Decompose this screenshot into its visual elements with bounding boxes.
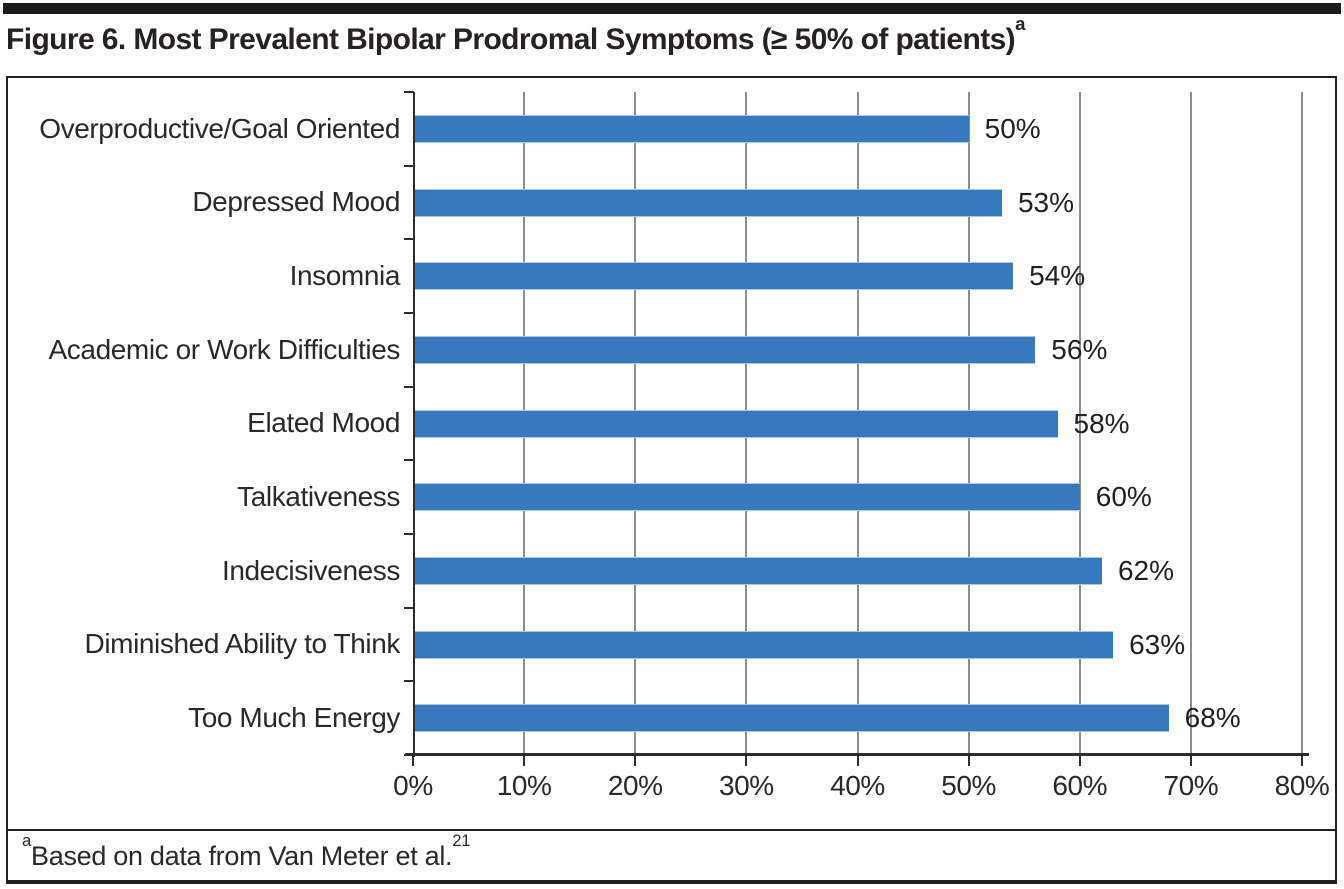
y-axis-tick (404, 312, 414, 314)
bar-elated-mood (415, 409, 1058, 438)
bar-too-much-energy (415, 704, 1169, 733)
plot-area: 50% 53% 54% 56% 58% 60% 62% 63% 68% (404, 91, 1309, 766)
x-axis-tick-0% (412, 753, 414, 766)
figure-title: Figure 6. Most Prevalent Bipolar Prodrom… (6, 13, 1336, 57)
x-axis-tick-70% (1189, 753, 1192, 766)
y-axis-tick (404, 91, 414, 93)
x-tick-label: 10% (496, 770, 552, 801)
footnote-reference-21: 21 (452, 831, 471, 851)
category-label: Indecisiveness (221, 554, 400, 586)
x-tick-label: 30% (718, 770, 774, 801)
x-axis-tick-80% (1301, 753, 1303, 766)
bar-value-label: 54% (1029, 260, 1086, 292)
figure-frame: 50% 53% 54% 56% 58% 60% 62% 63% 68% Overproducti… (6, 76, 1337, 884)
category-label: Overproductive/Goal Oriented (39, 112, 400, 144)
x-tick-label: 40% (830, 770, 885, 801)
bar-chart: 50% 53% 54% 56% 58% 60% 62% 63% 68% Overproducti… (8, 78, 1335, 829)
bar-value-label: 50% (984, 112, 1041, 144)
bar-value-label: 62% (1117, 554, 1175, 586)
y-axis-tick (404, 533, 414, 535)
gridline-70 (1189, 92, 1192, 755)
x-axis-tick-60% (1078, 753, 1081, 766)
bar-insomnia (415, 262, 1014, 291)
bar-overproductive-goal-oriented (415, 114, 969, 143)
figure-title-text: Figure 6. Most Prevalent Bipolar Prodrom… (6, 23, 1016, 56)
category-label: Insomnia (289, 260, 401, 292)
bar-value-label: 56% (1051, 333, 1108, 365)
bar-value-label: 53% (1017, 186, 1074, 218)
category-label: Academic or Work Difficulties (48, 333, 401, 365)
bar-depressed-mood (415, 188, 1002, 217)
bar-value-label: 60% (1095, 481, 1152, 513)
y-axis-tick (404, 385, 414, 388)
y-axis-tick (404, 680, 414, 683)
footnote-superscript-a: a (22, 831, 32, 851)
category-label: Depressed Mood (192, 186, 400, 218)
y-axis-tick (404, 459, 414, 462)
x-tick-label: 50% (941, 770, 997, 801)
top-black-rule (3, 3, 1341, 14)
y-axis-line (413, 92, 415, 757)
x-axis-tick-10% (523, 753, 526, 766)
footnote-bar: aBased on data from Van Meter et al.21 (8, 829, 1335, 880)
y-axis-tick (404, 164, 414, 167)
x-axis-tick-30% (745, 753, 748, 766)
y-axis-tick (404, 606, 414, 609)
x-axis-tick-40% (856, 753, 859, 766)
bar-value-label: 58% (1073, 407, 1130, 439)
bar-academic-or-work-difficulties (415, 335, 1036, 364)
y-axis-tick (404, 754, 414, 756)
x-axis-tick-50% (967, 753, 970, 766)
category-label: Too Much Energy (188, 702, 400, 734)
x-tick-label: 20% (607, 770, 663, 801)
bar-value-label: 68% (1184, 702, 1241, 734)
bar-value-label: 63% (1129, 628, 1186, 660)
x-tick-label: 80% (1274, 770, 1330, 801)
category-label: Elated Mood (247, 407, 400, 439)
footnote-text: aBased on data from Van Meter et al.21 (22, 831, 471, 871)
figure-title-superscript: a (1015, 12, 1025, 34)
gridline-80 (1301, 92, 1303, 755)
gridline-60 (1078, 92, 1081, 755)
bar-talkativeness (415, 483, 1080, 512)
x-tick-label: 60% (1052, 770, 1108, 801)
x-axis-tick-20% (634, 753, 637, 766)
x-tick-label: 0% (393, 770, 433, 801)
category-label: Talkativeness (237, 481, 400, 513)
y-axis-tick (404, 238, 414, 241)
bar-indecisiveness (415, 556, 1102, 585)
bar-diminished-ability-to-think (415, 630, 1114, 659)
category-label: Diminished Ability to Think (84, 628, 401, 660)
x-tick-label: 70% (1163, 770, 1219, 801)
